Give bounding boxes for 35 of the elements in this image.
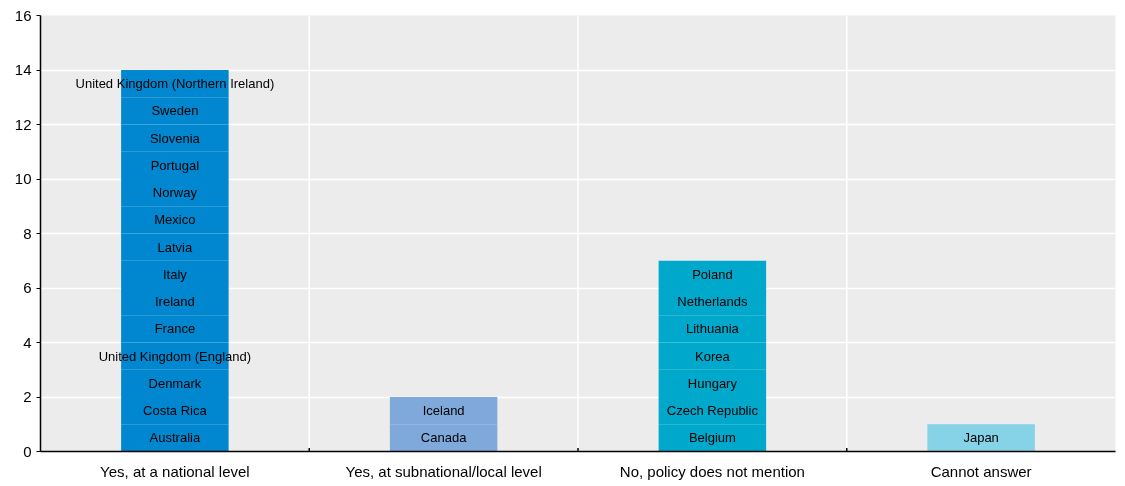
y-tick-label: 12 [14,115,32,133]
series-label: Belgium [688,430,736,446]
x-tick-label: Yes, at a national level [100,462,250,480]
series-label: Latvia [157,239,193,255]
series-label: Costa Rica [143,403,208,419]
y-tick-label: 6 [23,279,32,296]
y-tick-label: 16 [14,6,32,24]
series-label: Sweden [151,103,199,119]
y-tick-label: 2 [23,388,32,405]
series-label: Mexico [154,212,196,228]
x-tick-label: Yes, at subnational/local level [345,462,542,480]
series-label: Hungary [687,375,738,391]
series-label: Denmark [148,375,202,391]
series-label: France [154,321,196,337]
series-label: Lithuania [685,321,740,337]
series-label: Czech Republic [666,403,759,419]
series-label: Japan [963,430,999,446]
series-label: Korea [695,348,731,364]
y-tick-label: 8 [23,224,32,242]
series-label: Italy [162,266,188,282]
series-label: Ireland [155,294,195,310]
series-label: Poland [692,266,733,282]
series-label: Canada [420,430,468,446]
series-label: Iceland [422,403,465,419]
x-tick-label: Cannot answer [930,462,1032,480]
series-label: Norway [152,185,198,201]
y-tick-label: 0 [23,442,32,460]
series-label: Slovenia [149,130,201,146]
y-tick-label: 4 [23,333,32,351]
y-tick-label: 14 [14,61,32,78]
series-label: Portugal [150,157,200,173]
y-tick-label: 10 [14,170,32,187]
series-label: Australia [149,430,201,446]
series-label: Netherlands [677,294,748,310]
x-tick-label: No, policy does not mention [619,462,805,480]
